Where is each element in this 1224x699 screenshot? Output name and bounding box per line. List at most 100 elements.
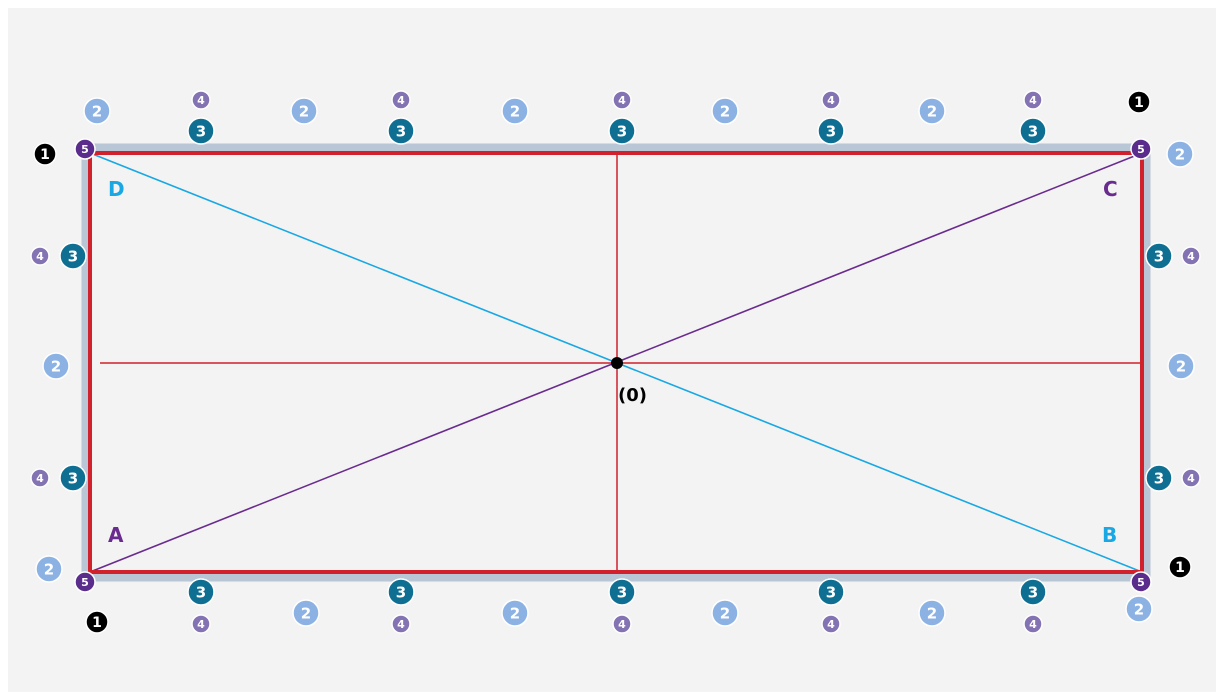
badge-number: 4 <box>827 618 835 631</box>
badge-two: 2 <box>1166 140 1194 168</box>
badge-circle <box>612 90 632 110</box>
badge-two: 2 <box>1167 352 1195 380</box>
badge-circle <box>608 578 636 606</box>
badge-four: 4 <box>1181 468 1201 488</box>
badge-circle <box>391 614 411 634</box>
badge-number: 2 <box>1175 145 1185 163</box>
badge-three: 3 <box>387 117 415 145</box>
badge-number: 4 <box>197 94 205 107</box>
badge-circle <box>1145 464 1173 492</box>
badge-five: 5 <box>1130 138 1152 160</box>
badge-circle <box>33 142 57 166</box>
badge-circle <box>187 117 215 145</box>
badge-number: 2 <box>1176 357 1186 375</box>
badge-four: 4 <box>30 468 50 488</box>
badge-circle <box>83 97 111 125</box>
badge-circle <box>501 599 529 627</box>
badge-four: 4 <box>612 90 632 110</box>
pipe-frame <box>81 143 1151 582</box>
badge-circle <box>1145 242 1173 270</box>
badge-number: 2 <box>1134 600 1144 618</box>
badge-four: 4 <box>821 614 841 634</box>
center-label: (0) <box>618 385 647 406</box>
badge-circle <box>30 468 50 488</box>
badge-number: 2 <box>51 357 61 375</box>
badge-circle <box>1167 352 1195 380</box>
badge-circle <box>711 97 739 125</box>
corner-label-d: D <box>108 177 125 201</box>
badge-circle <box>608 117 636 145</box>
badge-number: 2 <box>720 604 730 622</box>
badge-three: 3 <box>1145 242 1173 270</box>
badge-four: 4 <box>821 90 841 110</box>
badge-number: 4 <box>618 618 626 631</box>
badge-number: 1 <box>92 615 102 631</box>
badge-number: 3 <box>1028 583 1038 601</box>
badge-circle <box>35 555 63 583</box>
badge-circle <box>387 578 415 606</box>
corner-label-c: C <box>1103 177 1118 201</box>
badge-circle <box>191 614 211 634</box>
badge-number: 3 <box>196 122 206 140</box>
center-point <box>611 357 623 369</box>
badge-number: 2 <box>299 102 309 120</box>
badge-circle <box>1168 555 1192 579</box>
badge-number: 3 <box>826 583 836 601</box>
badge-five: 5 <box>1130 571 1152 593</box>
badge-circle <box>1127 90 1151 114</box>
badge-three: 3 <box>1145 464 1173 492</box>
badge-circle <box>42 352 70 380</box>
red-frame <box>88 151 1144 574</box>
badge-number: 5 <box>1137 143 1145 156</box>
badge-number: 4 <box>827 94 835 107</box>
badge-number: 4 <box>1187 472 1195 485</box>
badge-one: 1 <box>85 610 109 634</box>
badge-two: 2 <box>711 97 739 125</box>
badge-circle <box>1166 140 1194 168</box>
badge-circle <box>1125 595 1153 623</box>
badge-number: 1 <box>1175 560 1185 576</box>
badge-number: 4 <box>1029 618 1037 631</box>
badge-circle <box>1181 468 1201 488</box>
badge-number: 4 <box>36 472 44 485</box>
badge-circle <box>1019 117 1047 145</box>
badge-circle <box>821 614 841 634</box>
badge-circle <box>1130 138 1152 160</box>
badge-two: 2 <box>711 599 739 627</box>
badge-number: 3 <box>617 122 627 140</box>
badge-three: 3 <box>387 578 415 606</box>
badge-three: 3 <box>59 464 87 492</box>
badge-number: 3 <box>68 469 78 487</box>
badge-circle <box>817 578 845 606</box>
badge-one: 1 <box>1127 90 1151 114</box>
badge-two: 2 <box>83 97 111 125</box>
badge-circle <box>191 90 211 110</box>
badge-four: 4 <box>191 90 211 110</box>
badge-number: 4 <box>618 94 626 107</box>
badge-number: 4 <box>36 250 44 263</box>
badge-two: 2 <box>501 97 529 125</box>
badge-circle <box>74 571 96 593</box>
badge-circle <box>1023 614 1043 634</box>
badge-number: 2 <box>92 102 102 120</box>
badge-circle <box>391 90 411 110</box>
badge-four: 4 <box>1023 614 1043 634</box>
badge-number: 3 <box>1154 247 1164 265</box>
badge-four: 4 <box>612 614 632 634</box>
badge-number: 4 <box>397 618 405 631</box>
badge-number: 5 <box>81 576 89 589</box>
badge-number: 3 <box>1154 469 1164 487</box>
badge-four: 4 <box>391 90 411 110</box>
badge-number: 3 <box>396 583 406 601</box>
badge-circle <box>59 242 87 270</box>
badge-number: 2 <box>720 102 730 120</box>
badge-number: 5 <box>1137 576 1145 589</box>
badge-four: 4 <box>30 246 50 266</box>
badge-circle <box>918 97 946 125</box>
badge-circle <box>292 599 320 627</box>
badge-five: 5 <box>74 138 96 160</box>
corner-label-b: B <box>1102 523 1117 547</box>
badge-two: 2 <box>290 97 318 125</box>
badge-three: 3 <box>817 578 845 606</box>
